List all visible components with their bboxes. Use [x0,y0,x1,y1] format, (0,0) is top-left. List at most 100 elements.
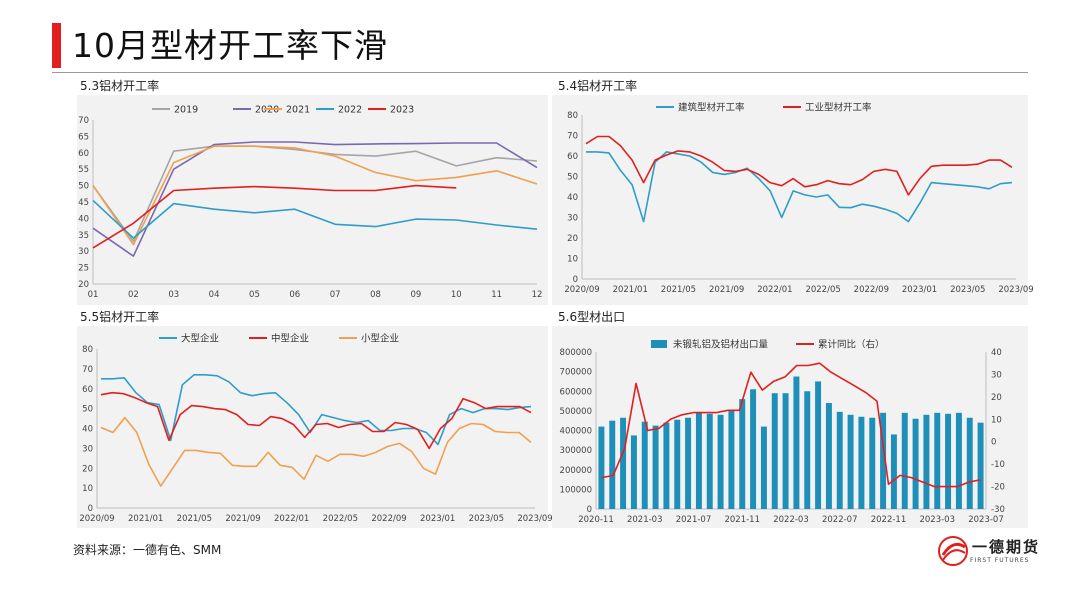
x-tick-label: 11 [491,290,502,300]
x-tick-label: 02 [128,290,139,300]
x-tick-label: 2021-03 [627,515,663,525]
bar-c4 [815,381,822,509]
bar-c4 [685,417,692,509]
y-tick-label: 70 [82,365,93,375]
y-tick-label: 0 [88,504,93,514]
y-tick-label: 70 [78,116,89,126]
bar-c4 [674,419,681,509]
series-line-c2-0 [586,151,1013,223]
x-tick-label: 2022/01 [757,285,792,295]
y-tick-label: 60 [567,152,578,162]
y-tick-label: 40 [82,425,93,435]
bar-c4 [945,413,952,509]
x-tick-label: 04 [209,290,220,300]
series-line-c1-1 [92,141,538,257]
y-tick-label: 20 [78,280,89,290]
bar-c4 [598,426,605,509]
x-tick-label: 12 [532,290,543,300]
y-tick-label: 80 [567,111,578,121]
x-tick-label: 2022/09 [371,514,406,524]
series-line-c3-1 [100,391,532,450]
series-line-c2-1 [585,135,1013,196]
y-tick-label: 200000 [560,466,592,476]
legend-label: 工业型材开工率 [805,102,872,114]
bar-c4 [652,425,659,509]
x-tick-label: 2022/01 [274,514,309,524]
y-tick-label: 800000 [560,348,592,358]
x-tick-label: 2022/09 [854,285,889,295]
bar-c4 [955,412,962,509]
x-tick-label: 09 [410,290,421,300]
series-line-c1-3 [92,199,538,239]
x-tick-label: 2020/09 [79,514,114,524]
bar-c4 [641,421,648,509]
y2-tick-label: -20 [991,483,1005,493]
series-line-c4-1 [601,362,981,488]
bar-c4 [663,422,670,509]
logo-subtitle: FIRST FUTURES [970,557,1030,564]
y2-tick-label: -10 [991,460,1005,470]
y-tick-label: 40 [567,193,578,203]
bar-c4 [706,413,713,509]
x-tick-label: 2023/01 [902,285,937,295]
legend-label: 2022 [338,105,362,116]
x-tick-label: 2021/01 [613,285,648,295]
y-tick-label: 45 [78,198,89,208]
series-line-c3-0 [101,374,532,446]
chart-5-5-background [77,326,548,528]
bar-c4 [771,393,778,509]
legend-label: 2021 [286,105,310,116]
y-tick-label: 30 [567,214,578,224]
bar-c4 [869,417,876,509]
bar-c4 [901,412,908,509]
legend-label: 2023 [390,105,414,116]
bar-c4 [890,434,897,509]
bar-c4 [782,393,789,509]
legend-label: 中型企业 [271,333,309,345]
x-tick-label: 08 [370,290,381,300]
bar-c4 [739,399,746,509]
x-tick-label: 06 [289,290,300,300]
y-tick-label: 30 [82,444,93,454]
legend-label: 大型企业 [181,333,219,345]
x-tick-label: 2022-07 [822,515,858,525]
bar-c4 [977,422,984,509]
x-tick-label: 2022-03 [773,515,809,525]
bar-c4 [728,409,735,509]
x-tick-label: 2021/05 [661,285,696,295]
legend-label: 未锻轧铝及铝材出口量 [673,339,769,351]
y2-tick-label: 30 [991,370,1002,380]
bar-c4 [609,420,616,509]
y-tick-label: 20 [567,234,578,244]
company-logo-icon [938,536,968,566]
bar-c4 [630,435,637,509]
y2-tick-label: 40 [991,348,1002,358]
y-tick-label: 60 [78,149,89,159]
y-tick-label: 0 [587,505,592,515]
x-tick-label: 2023-07 [968,515,1004,525]
x-tick-label: 2023/05 [469,514,504,524]
x-tick-label: 2023/09 [517,514,552,524]
bar-c4 [847,414,854,509]
x-tick-label: 2023-03 [919,515,955,525]
x-tick-label: 2022/05 [805,285,840,295]
y-tick-label: 25 [78,264,89,274]
x-tick-label: 03 [168,290,179,300]
x-tick-label: 2021/05 [177,514,212,524]
bar-c4 [717,414,724,509]
legend-swatch [651,340,667,348]
y2-tick-label: 0 [991,438,996,448]
x-tick-label: 2023/01 [420,514,455,524]
y-tick-label: 55 [78,165,89,175]
panel-label-5-6: 5.6型材出口 [558,310,626,324]
panel-label-5-4: 5.4铝材开工率 [558,79,638,93]
series-line-c3-2 [100,416,532,487]
y-tick-label: 50 [82,405,93,415]
y2-tick-label: -30 [991,505,1005,515]
y-tick-label: 10 [82,484,93,494]
y-tick-label: 60 [82,385,93,395]
legend-label: 建筑型材开工率 [678,102,745,114]
bar-c4 [912,418,919,509]
bar-c4 [923,414,930,509]
